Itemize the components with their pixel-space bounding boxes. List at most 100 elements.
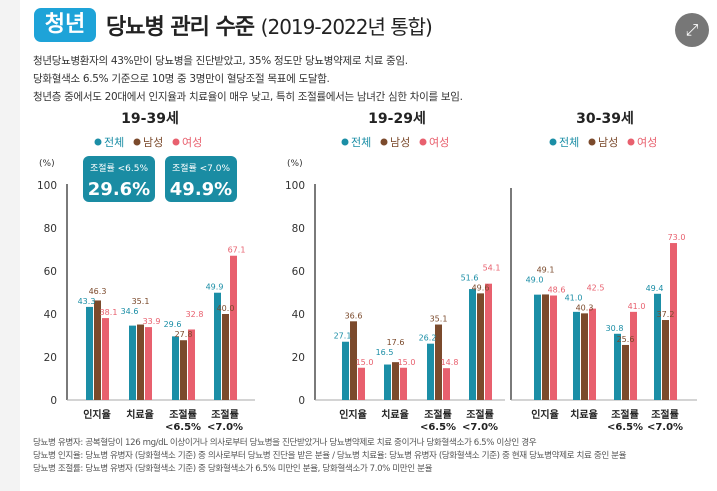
highlight-label: 조절률 <7.0% (172, 162, 231, 174)
legend-marker (588, 138, 596, 146)
x-tick-label: 인지율 (531, 408, 559, 421)
x-tick-label: 조절률 (169, 408, 197, 421)
bar-전체 (214, 292, 221, 400)
legend-marker (380, 138, 388, 146)
data-label: 34.6 (121, 307, 139, 316)
legend-marker (627, 138, 635, 146)
bar-남성 (392, 362, 399, 400)
bar-남성 (581, 313, 588, 400)
x-tick-label: <7.0% (207, 422, 243, 433)
card (20, 0, 717, 491)
data-label: 67.1 (228, 246, 246, 255)
legend-label: 남성 (598, 136, 618, 149)
x-tick-label: 조절률 (651, 408, 679, 421)
bar-남성 (662, 320, 669, 400)
bar-남성 (180, 340, 187, 400)
legend-marker (172, 138, 180, 146)
x-tick-label: 치료율 (570, 408, 598, 421)
y-tick-label: 40 (44, 309, 57, 321)
x-tick-label: 인지율 (339, 408, 367, 421)
data-label: 51.6 (461, 273, 479, 282)
data-label: 40.0 (217, 304, 235, 313)
highlight-value: 49.9% (170, 179, 232, 200)
data-label: 17.6 (387, 338, 405, 347)
bar-남성 (542, 294, 549, 400)
x-tick-label: 치료율 (126, 408, 154, 421)
data-label: 49.4 (646, 284, 664, 293)
bar-남성 (622, 344, 629, 400)
legend-marker (133, 138, 141, 146)
note: 당뇨병 인지율: 당뇨병 유병자 (당화혈색소 기준) 중 의사로부터 당뇨병 … (33, 451, 627, 461)
y-tick-label: 80 (292, 223, 305, 235)
y-tick-label: 0 (50, 395, 57, 407)
expand-arrows-icon[interactable]: ⤢ (675, 13, 709, 47)
chart-title: 19-29세 (368, 111, 426, 127)
y-tick-label: 40 (292, 309, 305, 321)
bar-여성 (670, 243, 677, 400)
legend-label: 여성 (637, 136, 657, 149)
x-tick-label: 조절률 (424, 408, 452, 421)
desc-line: 당화혈색소 6.5% 기준으로 10명 중 3명만이 혈당조절 목표에 도달함. (33, 73, 330, 85)
data-label: 32.8 (186, 310, 204, 319)
bar-여성 (230, 255, 237, 400)
data-label: 15.0 (356, 358, 374, 367)
data-label: 41.0 (565, 293, 583, 302)
bar-여성 (630, 311, 637, 400)
bar-여성 (443, 368, 450, 400)
desc-line: 청년층 중에서도 20대에서 인지율과 치료율이 매우 낮고, 특히 조절률에서… (33, 91, 463, 103)
y-tick-label: 20 (44, 352, 57, 364)
data-label: 15.0 (398, 358, 416, 367)
legend-marker (341, 138, 349, 146)
x-tick-label: 치료율 (381, 408, 409, 421)
y-tick-label: 60 (44, 266, 57, 278)
legend-label: 여성 (182, 136, 202, 149)
legend-marker (94, 138, 102, 146)
legend-label: 전체 (559, 136, 579, 149)
highlight-box (165, 156, 237, 202)
bar-여성 (400, 367, 407, 400)
bar-전체 (342, 341, 349, 400)
bar-전체 (614, 333, 621, 400)
data-label: 38.1 (100, 308, 118, 317)
bar-전체 (427, 343, 434, 400)
data-label: 35.1 (132, 297, 150, 306)
chart-title: 19-39세 (121, 111, 179, 127)
bar-전체 (469, 289, 476, 400)
data-label: 49.0 (526, 276, 544, 285)
y-tick-label: 20 (292, 352, 305, 364)
data-label: 26.2 (419, 334, 437, 343)
data-label: 14.8 (441, 358, 459, 367)
legend-marker (549, 138, 557, 146)
bar-전체 (573, 311, 580, 400)
data-label: 16.5 (376, 348, 394, 357)
y-unit: (%) (287, 159, 303, 169)
bar-전체 (129, 325, 136, 400)
bar-전체 (654, 293, 661, 400)
note: 당뇨병 유병자: 공복혈당이 126 mg/dL 이상이거나 의사로부터 당뇨병… (33, 438, 537, 448)
data-label: 48.6 (548, 286, 566, 295)
highlight-label: 조절률 <6.5% (90, 162, 149, 174)
x-tick-label: 조절률 (211, 408, 239, 421)
data-label: 49.9 (206, 283, 224, 292)
data-label: 49.6 (472, 283, 490, 292)
footnotes: 당뇨병 유병자: 공복혈당이 126 mg/dL 이상이거나 의사로부터 당뇨병… (33, 437, 713, 476)
data-label: 27.8 (175, 330, 193, 339)
highlight-box (83, 156, 155, 202)
y-tick-label: 100 (285, 180, 305, 192)
data-label: 27.1 (334, 332, 352, 341)
bar-여성 (145, 327, 152, 400)
bar-남성 (435, 324, 442, 400)
data-label: 30.8 (606, 324, 624, 333)
page-title: 당뇨병 관리 수준 (2019-2022년 통합) (106, 9, 433, 41)
title-text: 당뇨병 관리 수준 (106, 15, 255, 40)
data-label: 49.1 (537, 266, 555, 275)
data-label: 36.6 (345, 311, 363, 320)
x-tick-label: <6.5% (420, 422, 456, 433)
x-tick-label: <6.5% (607, 422, 643, 433)
x-tick-label: <7.0% (647, 422, 683, 433)
y-tick-label: 0 (298, 395, 305, 407)
legend-label: 전체 (104, 136, 124, 149)
chart-title: 30-39세 (576, 111, 634, 127)
bar-전체 (86, 306, 93, 400)
